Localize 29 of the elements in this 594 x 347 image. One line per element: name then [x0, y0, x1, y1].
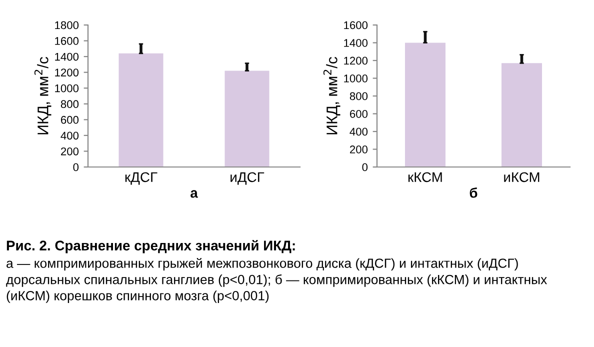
y-tick-label: 200 — [60, 147, 79, 156]
y-tick-label: 200 — [350, 146, 368, 154]
y-tick-label: 1200 — [344, 56, 368, 65]
text: Рис. 2. Сравнение средних значений ИКД: — [6, 240, 295, 254]
y-tick-label: 600 — [61, 116, 79, 124]
text: а — компримированных грыжей межпозвонкового диска (кДСГ) и интактных (иДСГ) дорсальных спинальных ганглиев (p<0,01); б — компримированных (кКСМ) и интактных (иКСМ) корешков спинного мозга (p<0,001) — [6, 258, 547, 303]
y-tick-label: 1800 — [55, 21, 79, 30]
y-tick-label: 1600 — [344, 21, 368, 30]
y-tick-label: 0 — [362, 163, 368, 172]
x-tick-label: кКСМ — [408, 172, 442, 182]
x-tick-label: иДСГ — [230, 172, 264, 185]
y-tick-label: 800 — [60, 100, 79, 108]
y-tick-label: 1000 — [55, 84, 79, 92]
y-axis-title: ИКД, мм$^{2}$/с — [323, 56, 340, 134]
y-tick-label: 600 — [350, 110, 368, 118]
y-tick-label: 1400 — [344, 39, 368, 47]
x-tick-label: иКСМ — [504, 172, 540, 182]
y-axis-title: ИКД, мм$^{2}$/с — [34, 56, 52, 134]
y-tick-label: 0 — [73, 163, 79, 172]
y-tick-label: 1400 — [55, 52, 79, 61]
x-tick-label: кДСГ — [125, 172, 158, 185]
y-tick-label: 1200 — [55, 68, 79, 76]
y-tick-label: 400 — [350, 128, 368, 136]
y-tick-label: 800 — [350, 92, 368, 100]
y-tick-label: 400 — [60, 132, 79, 140]
y-tick-label: 1000 — [344, 74, 368, 82]
y-tick-label: 1600 — [55, 37, 79, 45]
x-axis-title: б — [470, 187, 478, 198]
x-axis-title: а — [190, 190, 198, 198]
